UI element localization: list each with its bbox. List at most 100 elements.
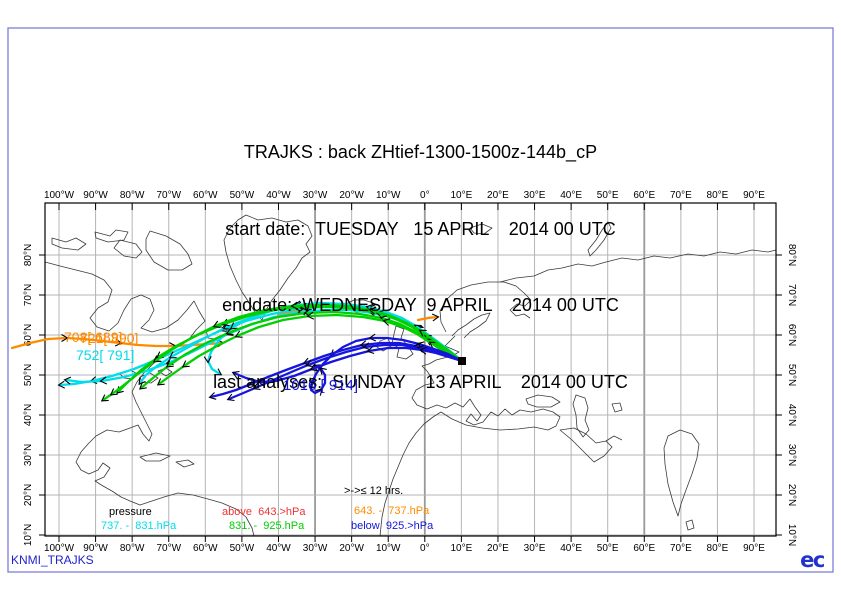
- coastline: [685, 519, 695, 531]
- arrowhead-12hr: [309, 363, 318, 372]
- coastline: [175, 459, 195, 468]
- arrowhead-12hr: [431, 313, 440, 322]
- arrowhead-12hr: [305, 359, 314, 368]
- lon-label-bottom: 100°W: [44, 543, 75, 554]
- arrowhead-12hr: [99, 376, 108, 385]
- lat-label-left: 80°N: [23, 244, 34, 266]
- product-id-label: KNMI_TRAJKS: [11, 553, 94, 567]
- trajectory-below-925-hpa: [231, 346, 464, 387]
- arrowhead-12hr: [257, 378, 266, 387]
- lon-label-bottom: 20°E: [487, 543, 509, 554]
- coastline: [451, 312, 491, 339]
- arrowhead-12hr: [109, 388, 118, 396]
- lon-label-bottom: 0°: [420, 543, 430, 554]
- trajectory-line: [276, 308, 312, 316]
- page-title: TRAJKS : back ZHtief-1300-1500z-144b_cP: [243, 142, 598, 162]
- legend-entry: below 925.>hPa: [351, 520, 434, 532]
- arrowhead-12hr: [57, 380, 65, 389]
- coastline: [445, 398, 561, 431]
- lon-label-bottom: 10°W: [376, 543, 401, 554]
- lat-label-right: 70°N: [786, 284, 797, 306]
- start-point-marker: [458, 357, 466, 365]
- lon-label-top: 10°W: [376, 190, 401, 201]
- trajectory-pressure-label: 708[ 689]: [64, 329, 123, 345]
- arrowhead-12hr: [315, 388, 323, 396]
- lon-label-top: 80°W: [120, 190, 145, 201]
- trajectory-line: [157, 313, 464, 386]
- lat-label-left: 70°N: [23, 284, 34, 306]
- lon-label-bottom: 90°W: [83, 543, 108, 554]
- coastline: [223, 214, 313, 321]
- arrowhead-12hr: [225, 327, 234, 336]
- arrowhead-12hr: [362, 342, 371, 351]
- lon-label-bottom: 30°W: [303, 543, 328, 554]
- lat-label-right: 40°N: [786, 404, 797, 426]
- coastline: [605, 435, 623, 442]
- lon-label-bottom: 40°W: [266, 543, 291, 554]
- coastline: [525, 394, 561, 408]
- coastline: [572, 394, 590, 438]
- arrowhead-12hr: [114, 338, 123, 347]
- arrowhead-12hr: [419, 346, 428, 355]
- coastline: [469, 223, 493, 235]
- lon-label-top: 80°E: [707, 190, 729, 201]
- last-analyses-line: last analyses: SUNDAY 13 APRIL 2014 00 U…: [213, 371, 628, 392]
- lat-label-left: 40°N: [23, 404, 34, 426]
- coastline: [113, 239, 143, 259]
- coastline: [559, 427, 613, 463]
- coastline: [94, 229, 129, 243]
- coastline: [509, 299, 532, 319]
- arrowhead-12hr: [231, 370, 240, 379]
- lon-label-bottom: 60°W: [193, 543, 218, 554]
- lon-label-bottom: 70°E: [670, 543, 692, 554]
- lon-label-bottom: 80°E: [707, 543, 729, 554]
- trajectory-line: [416, 315, 439, 322]
- coastline: [587, 221, 612, 257]
- arrowhead-12hr: [319, 367, 327, 375]
- trajectory-line: [232, 346, 464, 384]
- trajectory-pressure-label: 721[ 890]: [80, 330, 139, 346]
- lon-label-bottom: 50°W: [230, 543, 255, 554]
- lon-label-bottom: 30°E: [524, 543, 546, 554]
- arrowhead-12hr: [366, 346, 375, 355]
- coastline: [439, 281, 532, 333]
- lon-label-bottom: 20°W: [339, 543, 364, 554]
- lon-label-bottom: 10°E: [450, 543, 472, 554]
- lon-label-top: 60°E: [633, 190, 655, 201]
- arrowhead-12hr: [214, 368, 223, 376]
- lon-label-top: 50°W: [230, 190, 255, 201]
- lon-label-top: 60°W: [193, 190, 218, 201]
- trajectory-831-925-hpa: [100, 301, 464, 402]
- arrowhead-12hr: [368, 333, 377, 342]
- trajectory-line: [309, 336, 464, 395]
- arrow-interval-note: >->≤ 12 hrs.: [344, 485, 404, 497]
- lat-label-left: 20°N: [23, 484, 34, 506]
- outer-frame: [7, 27, 834, 573]
- lon-label-top: 90°E: [743, 190, 765, 201]
- trajectory-pressure-label: 1016 [ 914]: [283, 377, 359, 394]
- arrowhead-12hr: [226, 393, 235, 402]
- coastline: [139, 452, 171, 462]
- arrowhead-12hr: [252, 382, 261, 390]
- trajectory-831-925-hpa: [156, 311, 464, 386]
- lon-label-top: 40°W: [266, 190, 291, 201]
- lat-label-right: 80°N: [786, 244, 797, 266]
- coastline: [440, 411, 549, 431]
- coastline: [391, 325, 414, 360]
- lat-label-right: 10°N: [786, 524, 797, 546]
- lon-label-top: 40°E: [560, 190, 582, 201]
- legend-entry: above 643.>hPa: [222, 506, 306, 518]
- arrowhead-12hr: [368, 307, 377, 315]
- lon-label-top: 30°E: [524, 190, 546, 201]
- map-border: [44, 202, 777, 537]
- arrowhead-12hr: [165, 360, 174, 368]
- legend-pressure-label: pressure: [109, 506, 152, 518]
- lat-label-left: 30°N: [23, 444, 34, 466]
- lat-label-right: 60°N: [786, 324, 797, 346]
- plot-title-block: TRAJKS : back ZHtief-1300-1500z-144b_cP …: [0, 89, 841, 446]
- arrowhead-12hr: [290, 301, 299, 310]
- arrowhead-12hr: [309, 377, 318, 386]
- coastline: [145, 230, 193, 271]
- arrowhead-12hr: [138, 377, 146, 386]
